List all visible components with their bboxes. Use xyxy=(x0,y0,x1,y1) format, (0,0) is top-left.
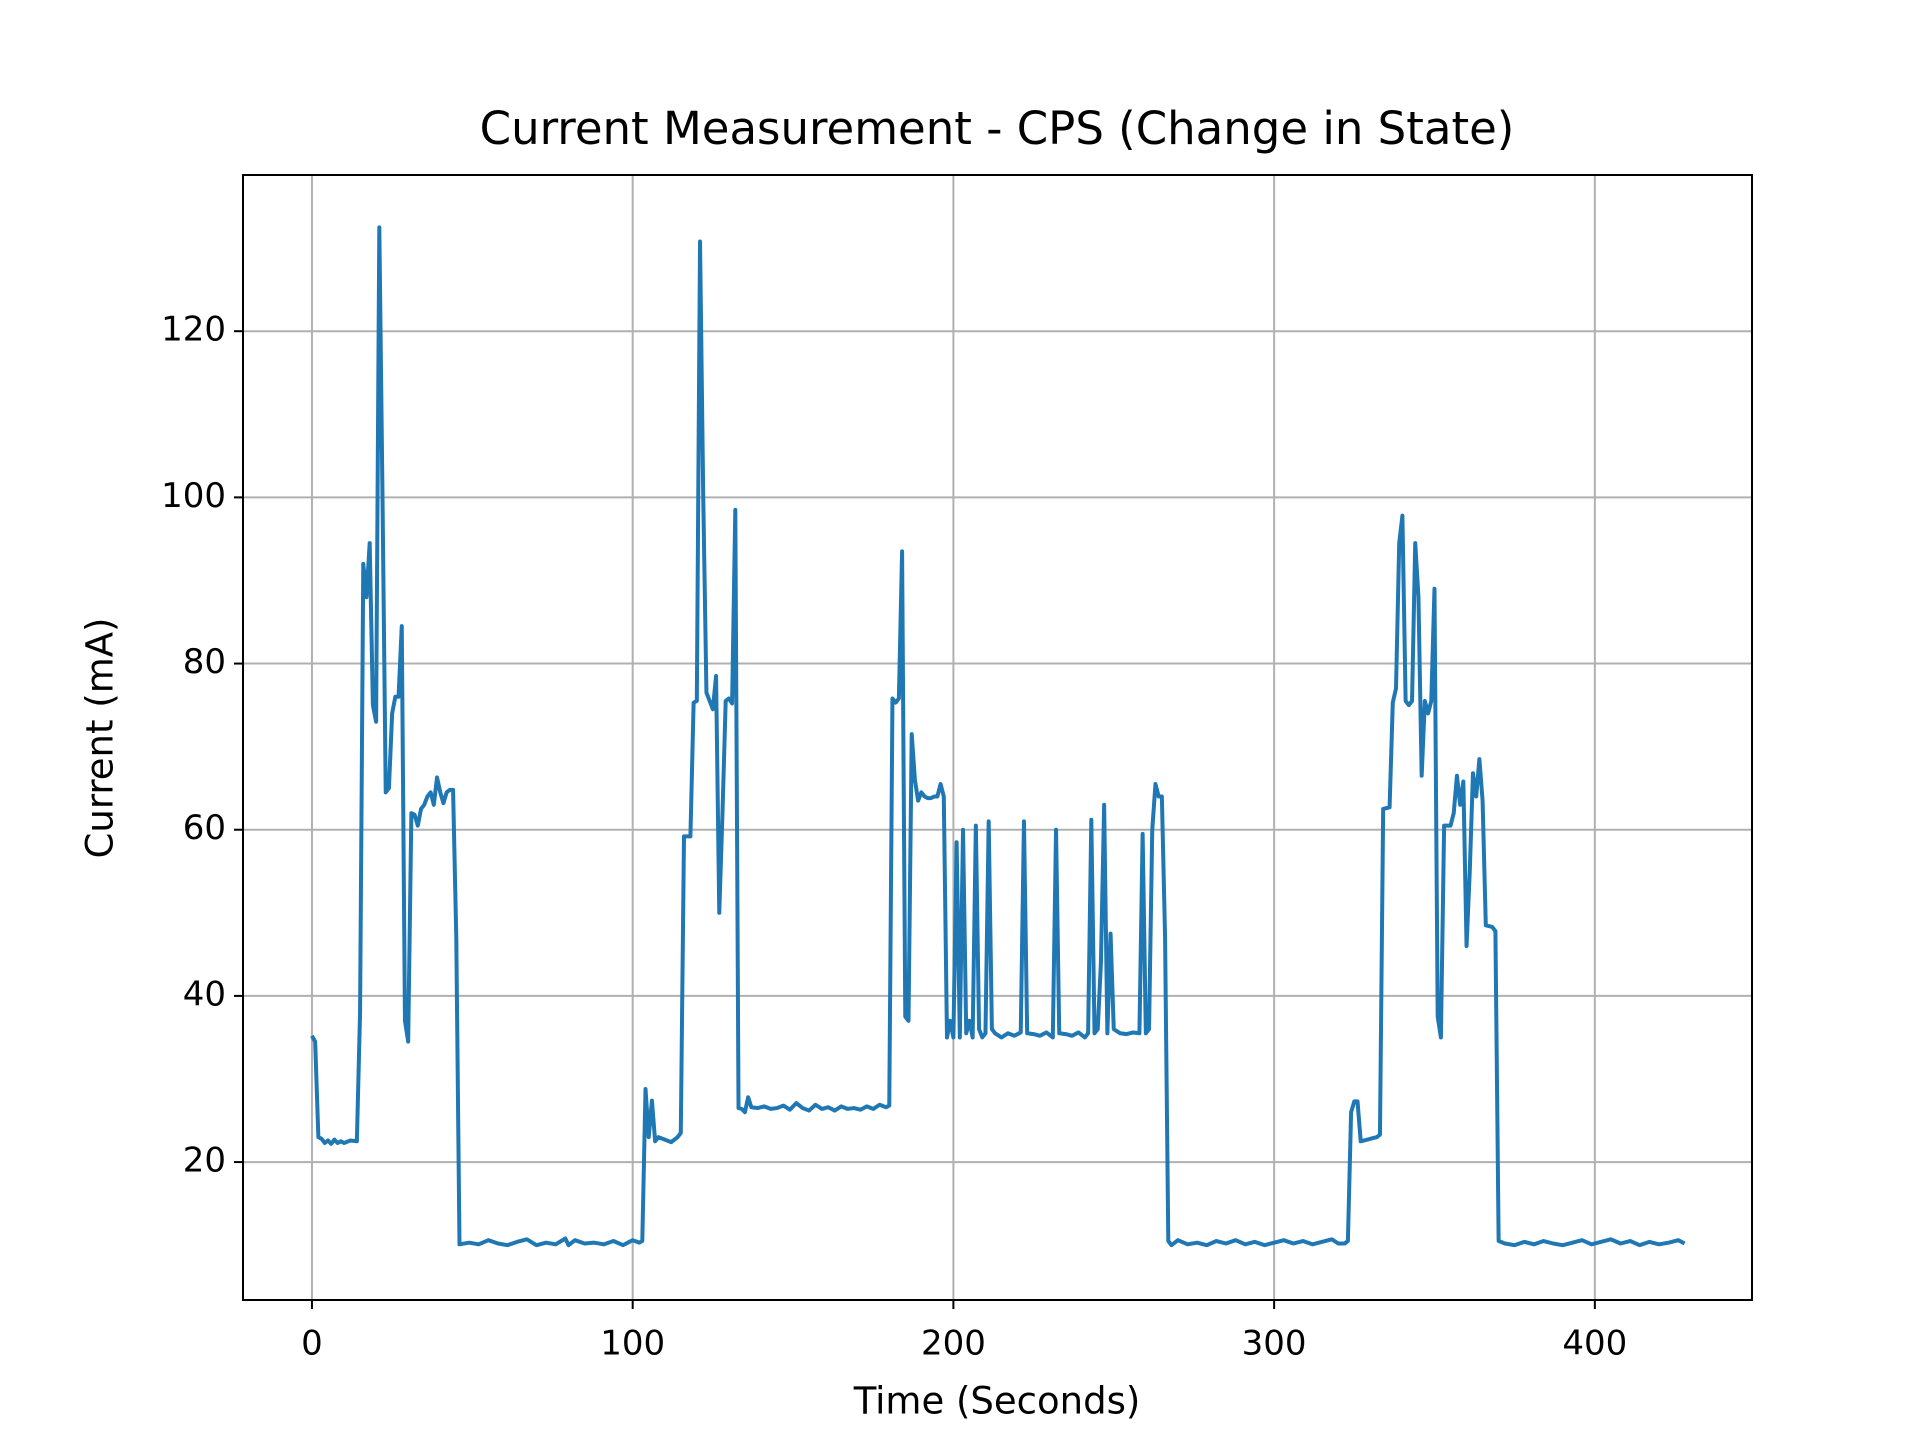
x-tick-label: 300 xyxy=(1242,1324,1307,1364)
y-tick-label: 20 xyxy=(183,1141,226,1181)
x-tick-label: 200 xyxy=(921,1324,986,1364)
y-tick-label: 120 xyxy=(161,310,226,350)
y-tick-label: 80 xyxy=(183,642,226,682)
y-tick-label: 40 xyxy=(183,974,226,1014)
chart-title: Current Measurement - CPS (Change in Sta… xyxy=(480,102,1515,155)
x-tick-label: 100 xyxy=(600,1324,665,1364)
y-axis-label: Current (mA) xyxy=(79,618,122,859)
x-axis-label: Time (Seconds) xyxy=(853,1380,1141,1423)
y-tick-label: 100 xyxy=(161,476,226,516)
x-tick-label: 400 xyxy=(1562,1324,1627,1364)
plot-frame xyxy=(242,174,1753,1301)
y-tick-label: 60 xyxy=(183,808,226,848)
x-tick-label: 0 xyxy=(301,1324,323,1364)
data-line xyxy=(310,225,1686,1248)
